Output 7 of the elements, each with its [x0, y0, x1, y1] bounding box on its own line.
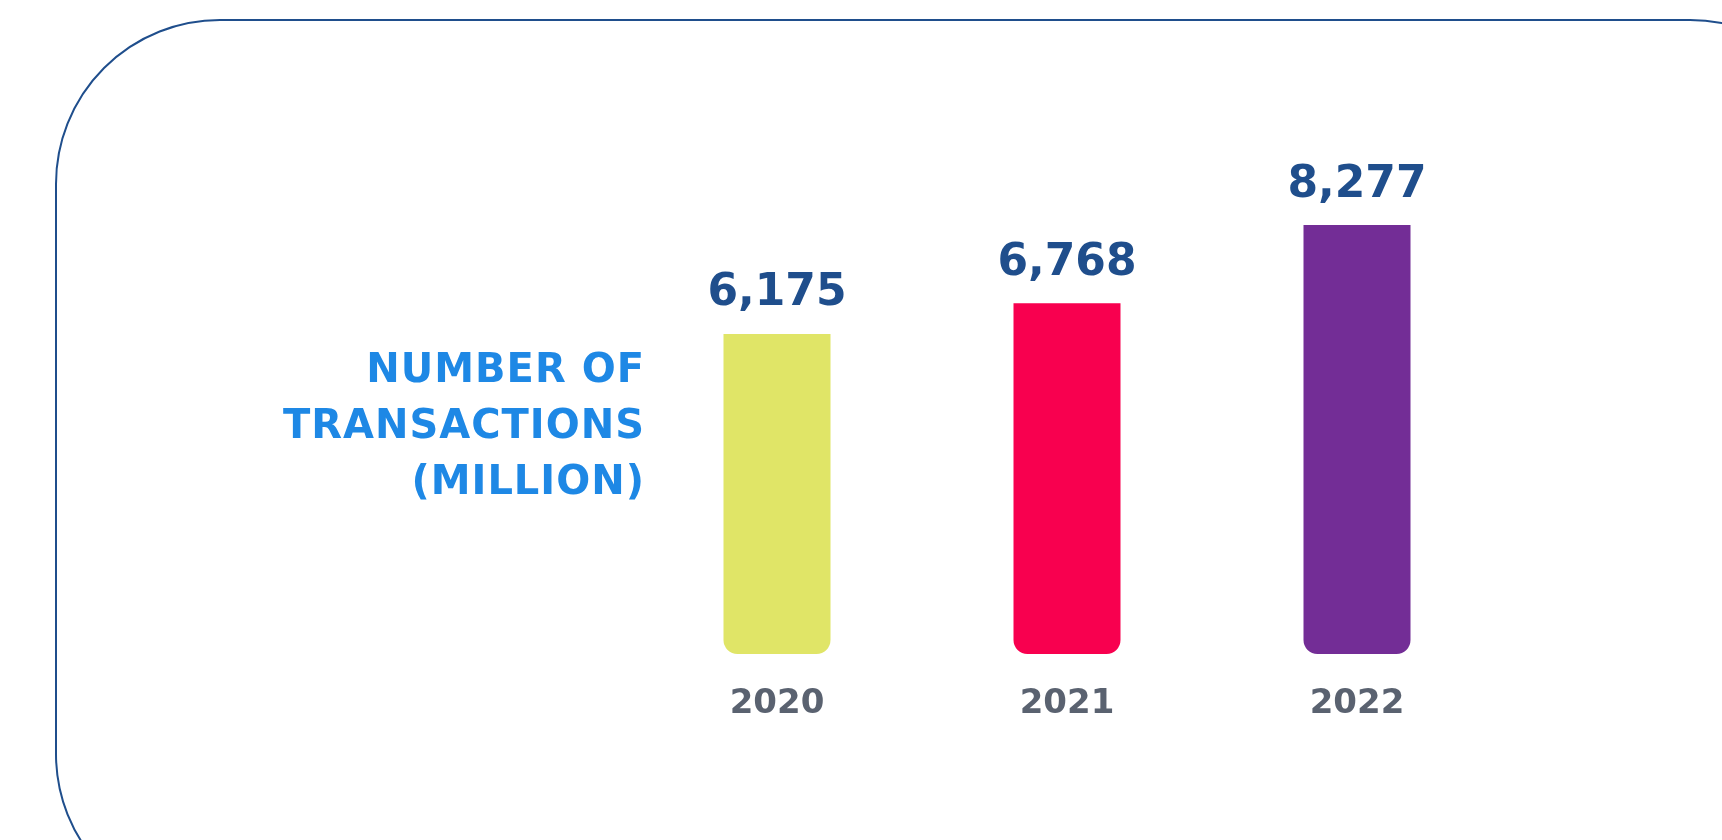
data-label: 8,277: [1287, 155, 1427, 207]
x-tick-label: 2022: [1309, 681, 1405, 721]
data-label: 6,768: [997, 233, 1137, 285]
data-label: 6,175: [707, 264, 847, 316]
y-axis-title: NUMBER OF TRANSACTIONS (MILLION): [281, 344, 645, 505]
x-tick-label: 2021: [1019, 681, 1115, 721]
x-tick-label: 2020: [729, 681, 825, 721]
